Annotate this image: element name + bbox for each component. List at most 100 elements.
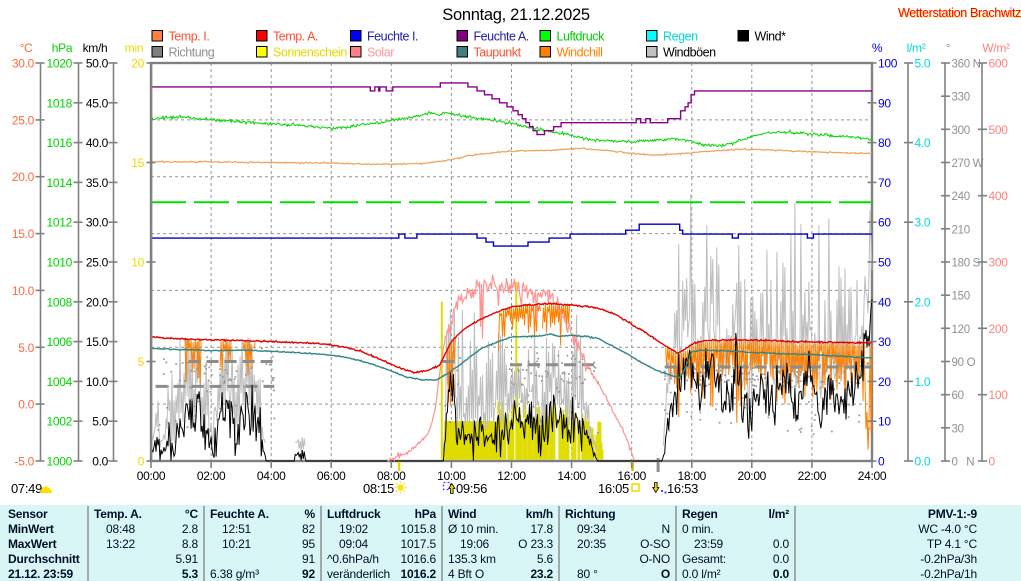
svg-text:13:22: 13:22: [106, 537, 136, 551]
svg-text:5.91: 5.91: [175, 552, 198, 566]
svg-text:40: 40: [878, 295, 891, 309]
svg-text:20.0: 20.0: [12, 170, 35, 184]
svg-text:0.0: 0.0: [915, 455, 931, 469]
svg-text:0.0: 0.0: [18, 398, 34, 412]
svg-text:15.0: 15.0: [86, 335, 109, 349]
svg-text:8.8: 8.8: [182, 537, 199, 551]
svg-text:^0.6hPa/h: ^0.6hPa/h: [327, 552, 379, 566]
svg-text:20:00: 20:00: [738, 469, 767, 483]
svg-text:60: 60: [878, 216, 891, 230]
svg-text:360 N: 360 N: [952, 59, 981, 71]
svg-text:5.0: 5.0: [18, 341, 34, 355]
svg-text:30.0: 30.0: [86, 216, 109, 230]
svg-text:16:00: 16:00: [617, 469, 646, 483]
svg-text:4 Bft O: 4 Bft O: [448, 567, 484, 581]
svg-text:Feuchte A.: Feuchte A.: [474, 30, 529, 44]
svg-text:Temp. A.: Temp. A.: [273, 30, 318, 44]
svg-text:08:48: 08:48: [106, 522, 136, 536]
svg-text:24:00: 24:00: [858, 469, 887, 483]
svg-text:50.0: 50.0: [86, 57, 109, 71]
svg-text:09:56: 09:56: [456, 481, 487, 496]
svg-text:1016: 1016: [47, 136, 73, 150]
svg-text:20:35: 20:35: [577, 537, 607, 551]
svg-text:0.0: 0.0: [773, 567, 790, 581]
svg-text:3.0: 3.0: [915, 216, 931, 230]
svg-text:180 S: 180 S: [952, 258, 981, 270]
svg-text:Wind: Wind: [448, 507, 476, 521]
svg-text:10.0: 10.0: [86, 375, 109, 389]
svg-text:0.0: 0.0: [773, 537, 790, 551]
svg-text:17.8: 17.8: [530, 522, 553, 536]
svg-text:1014: 1014: [47, 176, 73, 190]
svg-text:150: 150: [952, 291, 970, 303]
svg-text:-0.2hPa/3h: -0.2hPa/3h: [920, 552, 977, 566]
svg-text:5.0: 5.0: [92, 415, 108, 429]
svg-text:90 O: 90 O: [952, 357, 976, 369]
svg-text:2.8: 2.8: [182, 522, 199, 536]
svg-text:-0.2hPa/1h: -0.2hPa/1h: [920, 567, 977, 581]
svg-text:50: 50: [878, 256, 891, 270]
svg-text:1006: 1006: [47, 335, 73, 349]
svg-text:35.0: 35.0: [86, 176, 109, 190]
svg-text:120: 120: [952, 324, 970, 336]
svg-text:Luftdruck: Luftdruck: [557, 30, 606, 44]
svg-text:02:00: 02:00: [197, 469, 226, 483]
svg-text:100: 100: [878, 57, 898, 71]
svg-text:23:59: 23:59: [694, 537, 724, 551]
svg-text:1004: 1004: [47, 375, 73, 389]
svg-text:10:21: 10:21: [222, 537, 252, 551]
svg-text:92: 92: [302, 567, 315, 581]
svg-text:1012: 1012: [47, 216, 73, 230]
svg-text:Solar: Solar: [367, 46, 394, 60]
svg-text:14:00: 14:00: [557, 469, 586, 483]
svg-text:WC -4.0 °C: WC -4.0 °C: [918, 522, 977, 536]
svg-text:0 min.: 0 min.: [682, 522, 713, 536]
svg-text:1008: 1008: [47, 295, 73, 309]
svg-text:1.0: 1.0: [915, 375, 931, 389]
svg-text:0: 0: [138, 455, 145, 469]
svg-text:10: 10: [878, 415, 891, 429]
svg-text:1016.2: 1016.2: [400, 567, 436, 581]
svg-text:45.0: 45.0: [86, 96, 109, 110]
svg-text:6.38 g/m³: 6.38 g/m³: [210, 567, 259, 581]
svg-text:Taupunkt: Taupunkt: [474, 46, 522, 60]
svg-text:5.6: 5.6: [537, 552, 554, 566]
svg-text:Feuchte I.: Feuchte I.: [367, 30, 418, 44]
svg-text:MaxWert: MaxWert: [8, 537, 57, 551]
svg-text:30: 30: [878, 335, 891, 349]
svg-text:0 N: 0 N: [952, 457, 975, 469]
svg-text:Temp. I.: Temp. I.: [169, 30, 210, 44]
svg-text:Feuchte A.: Feuchte A.: [210, 507, 269, 521]
svg-text:19:06: 19:06: [460, 537, 490, 551]
svg-text:25.0: 25.0: [12, 113, 35, 127]
svg-text:300: 300: [989, 256, 1009, 270]
svg-text:Windchill: Windchill: [557, 46, 603, 60]
svg-text:30: 30: [952, 423, 964, 435]
svg-text:km/h: km/h: [83, 41, 108, 55]
svg-text:Richtung: Richtung: [565, 507, 615, 521]
svg-text:0.0: 0.0: [773, 552, 790, 566]
svg-text:08:15: 08:15: [363, 481, 394, 496]
svg-text:1020: 1020: [47, 57, 73, 71]
svg-text:O-SO: O-SO: [640, 537, 670, 551]
svg-text:21.12. 23:59: 21.12. 23:59: [8, 567, 74, 581]
svg-text:MinWert: MinWert: [8, 522, 54, 536]
svg-text:%: %: [872, 41, 883, 55]
svg-text:06:00: 06:00: [317, 469, 346, 483]
svg-text:PMV-1:-9: PMV-1:-9: [928, 507, 978, 521]
svg-text:91: 91: [302, 552, 315, 566]
svg-text:Sensor: Sensor: [8, 507, 48, 521]
svg-text:20: 20: [131, 57, 144, 71]
svg-text:hPa: hPa: [52, 41, 73, 55]
svg-text:95: 95: [302, 537, 315, 551]
svg-text:82: 82: [302, 522, 315, 536]
svg-text:Sonnenschein: Sonnenschein: [273, 46, 347, 60]
svg-text:135.3 km: 135.3 km: [448, 552, 496, 566]
svg-text:300: 300: [952, 125, 970, 137]
svg-text:12:51: 12:51: [222, 522, 252, 536]
svg-text:1018: 1018: [47, 96, 73, 110]
svg-text:O 23.3: O 23.3: [518, 537, 553, 551]
svg-text:100: 100: [989, 388, 1009, 402]
svg-text:30.0: 30.0: [12, 57, 35, 71]
svg-text:500: 500: [989, 123, 1009, 137]
